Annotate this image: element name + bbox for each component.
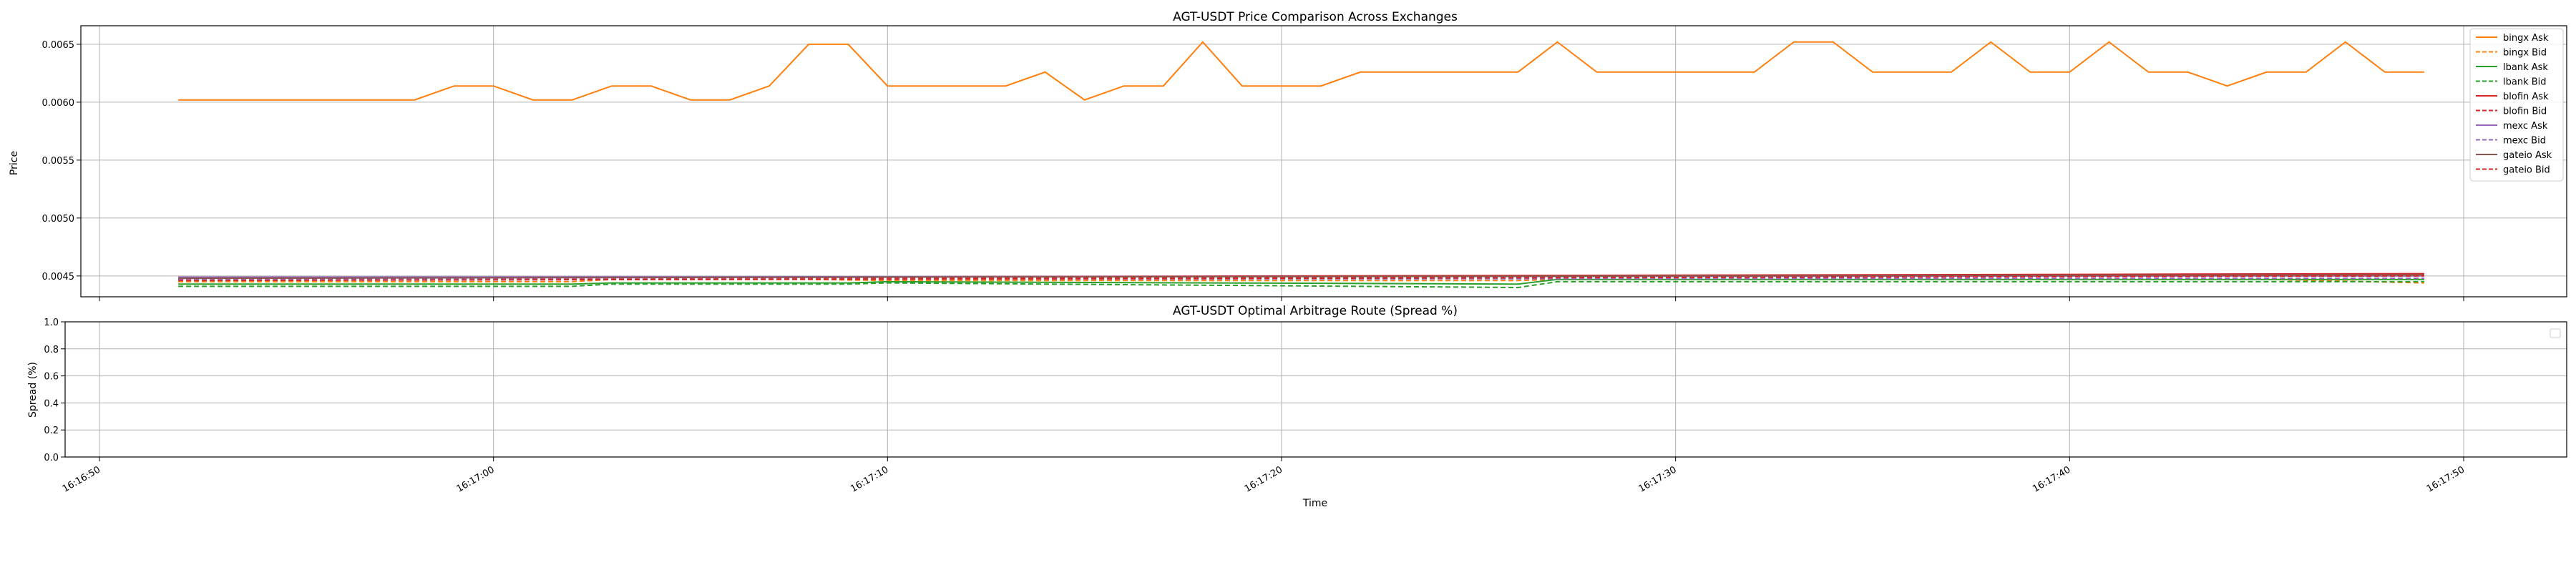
- x-tick-label: 16:17:00: [455, 464, 497, 494]
- y-tick-label: 0.8: [44, 345, 59, 355]
- x-tick-label: 16:17:50: [2425, 464, 2467, 494]
- x-tick-label: 16:16:50: [61, 464, 102, 494]
- series-line-gateio-bid: [178, 275, 2424, 282]
- chart-title: AGT-USDT Price Comparison Across Exchang…: [1173, 10, 1458, 24]
- gridlines: [81, 26, 2567, 297]
- y-tick-label: 0.0045: [42, 272, 75, 282]
- empty-legend: [2550, 328, 2561, 338]
- y-tick-label: 0.0065: [42, 40, 75, 51]
- legend: bingx Ask bingx Bid lbank Ask lbank Bid blof…: [2469, 28, 2564, 182]
- y-tick-label: 0.2: [44, 426, 59, 436]
- y-axis-label: Spread (%): [27, 362, 39, 418]
- series-line-lbank-ask: [178, 278, 2424, 285]
- x-tick-label: 16:17:40: [2031, 464, 2072, 494]
- legend-label: mexc Ask: [2503, 121, 2548, 132]
- y-tick-label: 0.0050: [42, 214, 75, 225]
- legend-label: bingx Ask: [2503, 33, 2549, 44]
- series-line-bingx-ask: [178, 41, 2424, 101]
- legend-label: gateio Ask: [2503, 150, 2552, 161]
- legend-label: blofin Ask: [2503, 92, 2549, 102]
- legend-label: gateio Bid: [2503, 165, 2550, 176]
- gridlines: [65, 321, 2567, 458]
- y-ticks: 0.0045 0.0050 0.0055 0.0060 0.0065: [42, 40, 81, 282]
- series-lines: [178, 41, 2424, 289]
- chart-title: AGT-USDT Optimal Arbitrage Route (Spread…: [1173, 304, 1458, 318]
- y-tick-label: 0.0: [44, 453, 59, 463]
- y-tick-label: 1.0: [44, 318, 59, 328]
- series-line-gateio-ask: [178, 274, 2424, 280]
- x-tick-label: 16:17:30: [1637, 464, 1679, 494]
- y-tick-label: 0.6: [44, 372, 59, 383]
- y-tick-label: 0.4: [44, 398, 59, 409]
- x-tick-label: 16:17:20: [1243, 464, 1284, 494]
- x-ticks: [99, 297, 2464, 301]
- legend-label: lbank Bid: [2503, 77, 2547, 88]
- series-line-lbank-bid: [178, 280, 2424, 289]
- legend-label: mexc Bid: [2503, 136, 2546, 147]
- y-tick-label: 0.0060: [42, 98, 75, 109]
- price-comparison-panel: AGT-USDT Price Comparison Across Exchang…: [9, 10, 2567, 301]
- x-axis-label: Time: [1302, 498, 1327, 509]
- y-ticks: 0.0 0.2 0.4 0.6 0.8 1.0: [44, 318, 65, 463]
- spread-panel: AGT-USDT Optimal Arbitrage Route (Spread…: [27, 304, 2567, 509]
- y-axis-label: Price: [9, 151, 20, 175]
- x-ticks: 16:16:50 16:17:00 16:17:10 16:17:20 16:17:30…: [61, 457, 2467, 495]
- x-tick-label: 16:17:10: [849, 464, 890, 494]
- y-tick-label: 0.0055: [42, 156, 75, 167]
- legend-label: bingx Bid: [2503, 48, 2547, 59]
- plot-frame: [64, 321, 2567, 458]
- legend-label: lbank Ask: [2503, 62, 2548, 73]
- plot-frame: [80, 25, 2567, 298]
- legend-label: blofin Bid: [2503, 107, 2547, 117]
